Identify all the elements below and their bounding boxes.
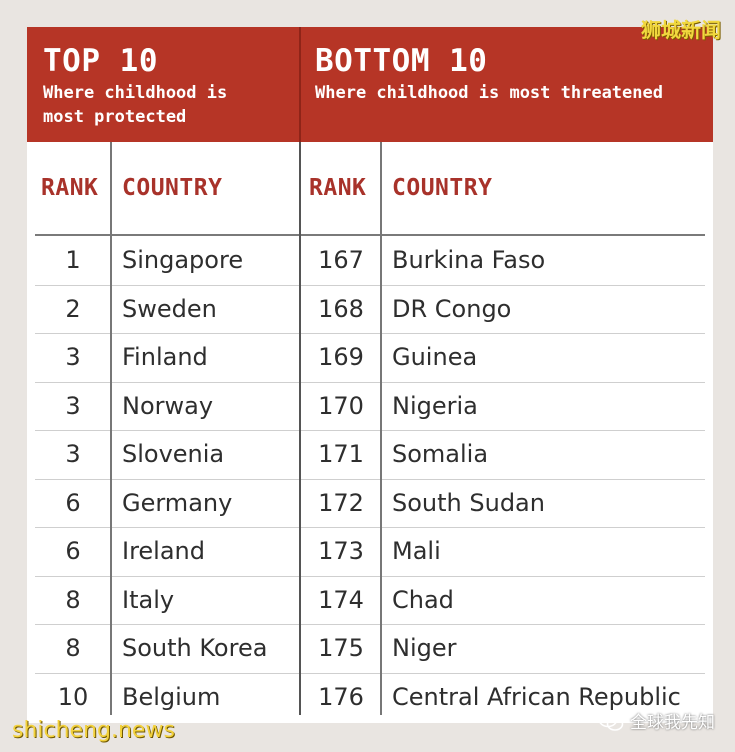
bottom-rank-cell: 175	[318, 634, 364, 662]
watermark-bottom-right-text: 全球我先知	[630, 713, 715, 733]
table-row: 3 Slovenia 171 Somalia	[35, 430, 705, 480]
bottom10-title: BOTTOM 10	[315, 43, 488, 79]
top-country-cell: South Korea	[122, 634, 268, 662]
bottom-country-cell: Niger	[392, 634, 457, 662]
top-rank-cell: 8	[65, 634, 81, 662]
bottom-rank-column-header: RANK	[309, 175, 367, 201]
table-row: 8 South Korea 175 Niger	[35, 624, 705, 674]
top-country-column-header: COUNTRY	[122, 175, 223, 201]
watermark-top-right: 狮城新闻	[641, 18, 721, 42]
bottom-country-cell: Somalia	[392, 440, 489, 468]
bottom-rank-cell: 174	[318, 585, 364, 614]
wechat-icon	[598, 710, 624, 731]
top-country-cell: Singapore	[122, 246, 244, 274]
watermark-bottom-right: 全球我先知	[598, 708, 715, 733]
top-rank-column-header: RANK	[41, 175, 99, 201]
top-rank-cell: 3	[65, 343, 81, 371]
top10-title: TOP 10	[43, 43, 158, 79]
bottom-country-cell: Mali	[392, 537, 441, 565]
top-country-cell: Italy	[122, 585, 175, 614]
header-banner: TOP 10 Where childhood is most protected…	[27, 27, 713, 142]
bottom-rank-cell: 167	[318, 246, 364, 274]
table-row: 3 Finland 169 Guinea	[35, 333, 705, 383]
bottom10-subtitle: Where childhood is most threatened	[315, 83, 663, 103]
top10-header: TOP 10 Where childhood is most protected	[27, 27, 299, 142]
rankings-card: TOP 10 Where childhood is most protected…	[27, 27, 713, 723]
table-row: 6 Ireland 173 Mali	[35, 527, 705, 577]
column-divider	[380, 142, 382, 715]
bottom-rank-cell: 176	[318, 682, 364, 711]
table-row: 1 Singapore 167 Burkina Faso	[35, 236, 705, 286]
table-row: 8 Italy 174 Chad	[35, 576, 705, 625]
bottom-rank-cell: 173	[318, 537, 364, 565]
bottom-country-cell: Nigeria	[392, 391, 478, 420]
top-country-cell: Norway	[122, 391, 214, 420]
bottom-country-cell: South Sudan	[392, 488, 545, 517]
top-rank-cell: 2	[65, 294, 81, 323]
bottom-rank-cell: 169	[318, 343, 364, 371]
top-rank-cell: 3	[65, 391, 81, 420]
top10-subtitle-line2: most protected	[43, 107, 187, 127]
bottom-country-column-header: COUNTRY	[392, 175, 493, 201]
bottom10-header: BOTTOM 10 Where childhood is most threat…	[299, 27, 713, 142]
bottom-rank-cell: 168	[318, 294, 364, 323]
top-rank-cell: 8	[65, 585, 81, 614]
top-rank-cell: 6	[65, 488, 81, 517]
top-rank-cell: 10	[57, 682, 89, 711]
top-country-cell: Sweden	[122, 294, 217, 323]
table-row: 2 Sweden 168 DR Congo	[35, 285, 705, 334]
top-country-cell: Germany	[122, 488, 233, 517]
table-row: 10 Belgium 176 Central African Republic	[35, 673, 705, 722]
top-country-cell: Slovenia	[122, 440, 225, 468]
top-rank-cell: 1	[65, 246, 81, 274]
header-rule	[35, 234, 705, 236]
panel-divider	[299, 142, 301, 715]
top10-subtitle-line1: Where childhood is	[43, 83, 228, 103]
watermark-bottom-left: shicheng.news	[12, 718, 175, 743]
bottom-country-cell: Chad	[392, 585, 454, 614]
table-row: 6 Germany 172 South Sudan	[35, 479, 705, 528]
bottom-country-cell: Burkina Faso	[392, 246, 546, 274]
bottom-country-cell: Guinea	[392, 343, 478, 371]
table-row: 3 Norway 170 Nigeria	[35, 382, 705, 431]
bottom-country-cell: DR Congo	[392, 294, 512, 323]
bottom-rank-cell: 171	[318, 440, 364, 468]
top-country-cell: Belgium	[122, 682, 221, 711]
top-rank-cell: 6	[65, 537, 81, 565]
top-country-cell: Ireland	[122, 537, 206, 565]
top-country-cell: Finland	[122, 343, 208, 371]
bottom-rank-cell: 172	[318, 488, 364, 517]
top-rank-cell: 3	[65, 440, 81, 468]
column-divider	[110, 142, 112, 715]
bottom-country-cell: Central African Republic	[392, 682, 681, 711]
bottom-rank-cell: 170	[318, 391, 364, 420]
